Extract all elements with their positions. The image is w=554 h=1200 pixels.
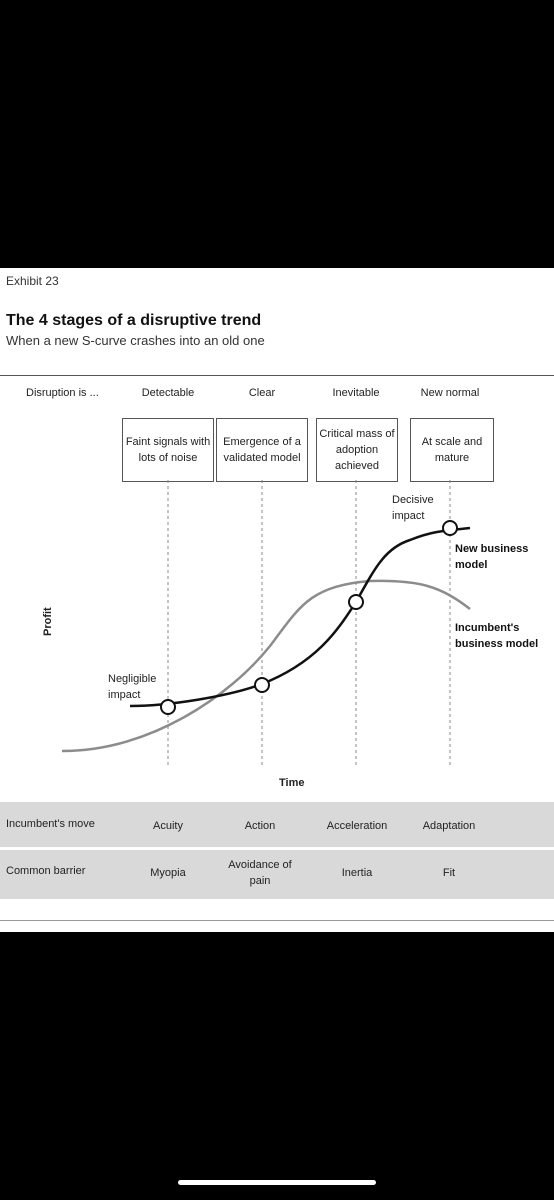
page-subtitle: When a new S-curve crashes into an old o… (6, 333, 265, 348)
page-title: The 4 stages of a disruptive trend (6, 312, 262, 329)
exhibit-sheet: Exhibit 23 The 4 stages of a disruptive … (0, 268, 554, 932)
cell-adaptation: Adaptation (422, 820, 476, 832)
stage-detectable: Detectable (141, 387, 195, 399)
cell-avoidance: Avoidance of pain (228, 859, 292, 887)
marker-inevitable (348, 594, 364, 610)
cell-acceleration: Acceleration (326, 820, 388, 832)
cell-fit: Fit (442, 867, 456, 879)
home-indicator[interactable] (178, 1180, 376, 1185)
x-axis-label: Time (279, 777, 305, 789)
stage-box-detectable: Faint signals with lots of noise (122, 418, 214, 482)
annotation-negligible: Negligible impact (108, 673, 157, 701)
cell-acuity: Acuity (153, 820, 183, 832)
stage-box-new-normal: At scale and mature (410, 418, 494, 482)
marker-decisive (442, 520, 458, 536)
stage-new-normal: New normal (420, 387, 480, 399)
cell-action: Action (244, 820, 276, 832)
header-rule (0, 375, 554, 376)
annotation-new-model: New business model (455, 543, 529, 571)
stage-inevitable: Inevitable (332, 387, 380, 399)
annotation-incumbent-model: Incumbent's business model (455, 622, 539, 650)
stage-box-clear: Emergence of a validated model (216, 418, 308, 482)
incumbent-curve (61, 579, 471, 753)
disruption-label: Disruption is ... (26, 387, 99, 399)
new-business-curve (129, 526, 471, 708)
stage-clear: Clear (248, 387, 276, 399)
marker-negligible (160, 699, 176, 715)
table-row-band-1 (0, 802, 554, 847)
annotation-decisive: Decisive impact (392, 494, 434, 522)
row-label-move: Incumbent's move (6, 818, 95, 830)
table-row-band-2 (0, 850, 554, 899)
marker-clear (254, 677, 270, 693)
s-curve-chart (61, 480, 471, 768)
row-label-barrier: Common barrier (6, 865, 86, 877)
cell-inertia: Inertia (341, 867, 373, 879)
exhibit-label: Exhibit 23 (6, 274, 59, 288)
y-axis-label: Profit (42, 607, 54, 636)
stage-box-inevitable: Critical mass of adoption achieved (316, 418, 398, 482)
cell-myopia: Myopia (150, 867, 186, 879)
table-bottom-rule (0, 920, 554, 921)
